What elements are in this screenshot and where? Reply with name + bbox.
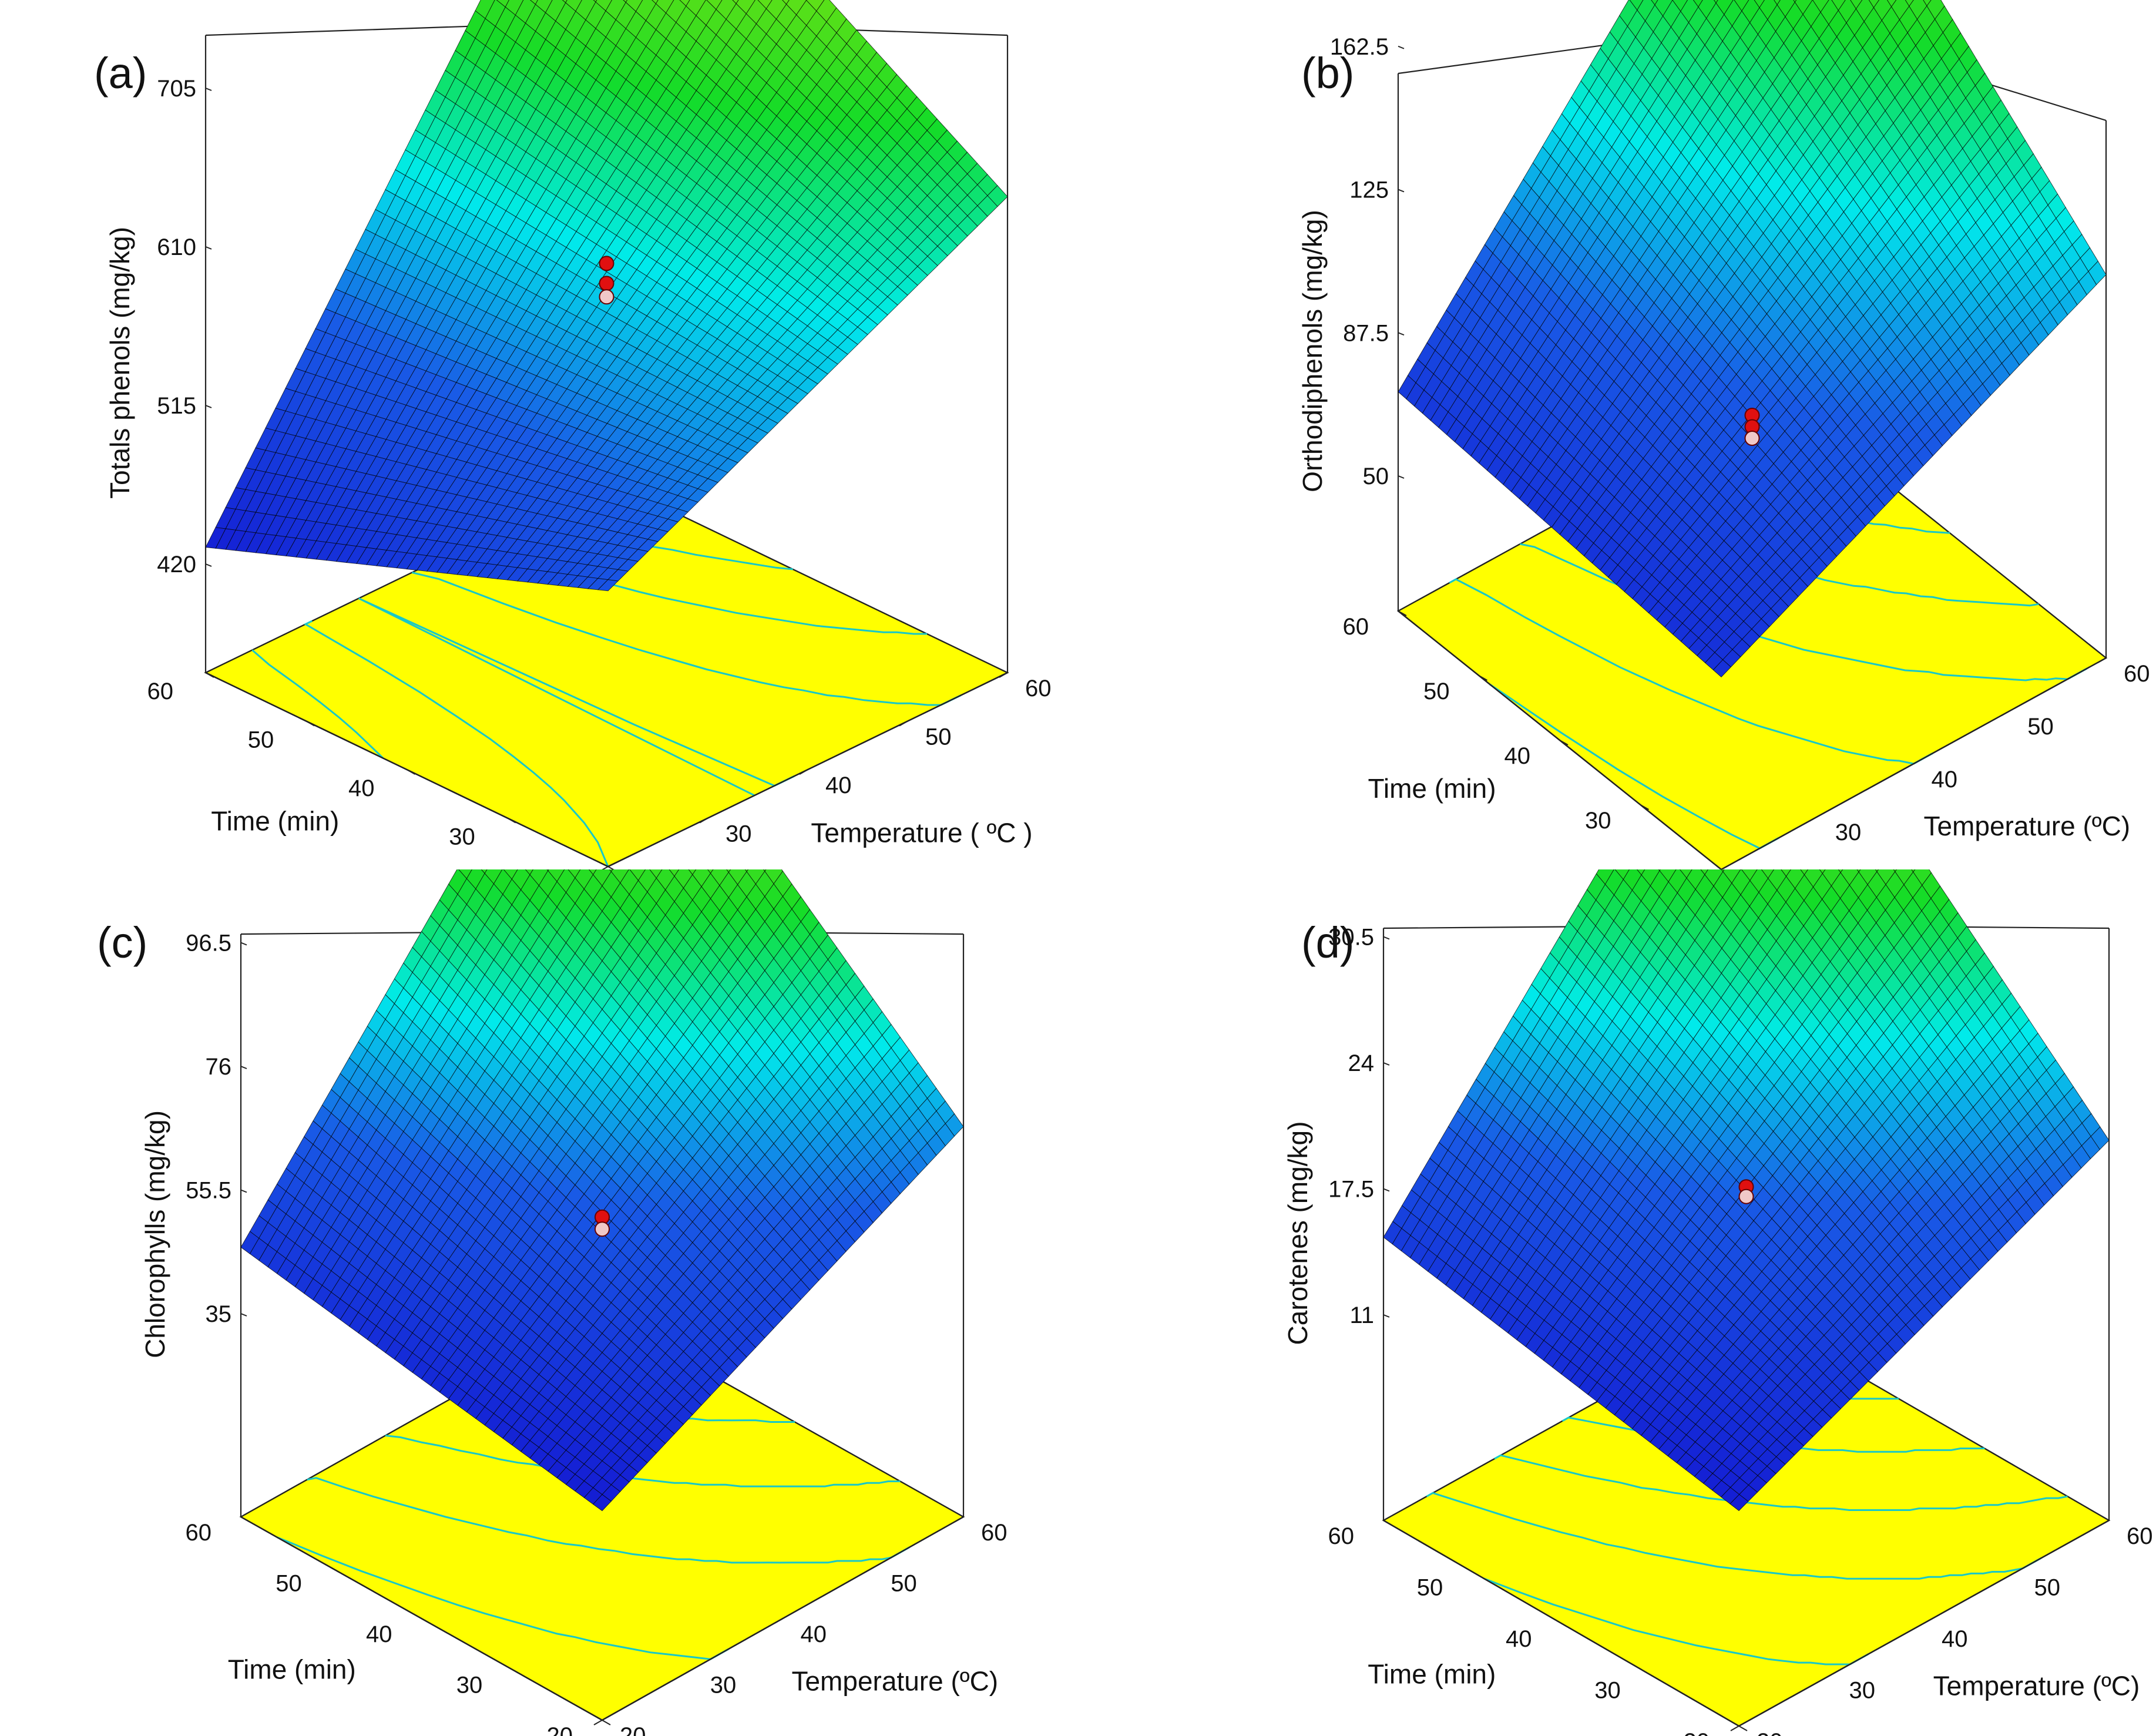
z-axis-title: Carotenes (mg/kg) xyxy=(1282,1121,1313,1345)
contour-line xyxy=(1426,1492,2042,1580)
contour-line xyxy=(307,1477,910,1564)
panel-b: 203040506020304050605087.5125162.5200Ort… xyxy=(1078,0,2156,869)
z-tick-label: 705 xyxy=(157,76,196,102)
z-tick-label: 55.5 xyxy=(186,1178,231,1204)
y-axis-title: Time (min) xyxy=(211,806,339,837)
response-surface xyxy=(240,869,964,1512)
z-axis-title: Chlorophylls (mg/kg) xyxy=(140,1110,170,1358)
y-tick-label: 30 xyxy=(456,1673,483,1698)
y-tick-label: 40 xyxy=(1506,1626,1532,1652)
z-tick-label: 162.5 xyxy=(1330,34,1389,60)
y-tick-label: 60 xyxy=(1343,614,1369,640)
x-tick-label: 40 xyxy=(825,773,852,798)
z-tick-label: 87.5 xyxy=(1343,320,1389,346)
panel-label: (d) xyxy=(1301,918,1354,967)
x-tick-label: 60 xyxy=(2124,661,2150,687)
contour-line xyxy=(276,1536,730,1660)
z-tick-label: 17.5 xyxy=(1328,1177,1374,1203)
y-tick-label: 30 xyxy=(1585,808,1611,834)
panel-label: (b) xyxy=(1301,49,1354,98)
chart-svg: 203040506020304050603555.57696.5117Chlor… xyxy=(97,869,1008,1736)
center-design-point xyxy=(599,256,614,271)
z-tick-label: 610 xyxy=(157,234,196,260)
contour-line xyxy=(1449,578,1934,765)
z-tick-label: 30.5 xyxy=(1328,925,1374,951)
y-tick-label: 50 xyxy=(1417,1575,1443,1601)
z-tick-label: 35 xyxy=(206,1301,232,1327)
center-design-point xyxy=(599,276,614,291)
contour-line xyxy=(1483,1577,1869,1666)
x-tick-label: 60 xyxy=(981,1520,1008,1546)
center-design-point xyxy=(1738,1188,1754,1204)
x-tick-label: 40 xyxy=(1942,1626,1968,1652)
z-axis-title: Orthodiphenols (mg/kg) xyxy=(1297,210,1328,492)
y-tick-label: 40 xyxy=(348,775,375,801)
response-surface xyxy=(1398,0,2107,678)
x-tick-label: 50 xyxy=(925,724,952,750)
contour-line xyxy=(1494,1454,2068,1511)
y-tick-label: 50 xyxy=(1423,679,1450,704)
y-tick-label: 30 xyxy=(449,824,475,850)
x-axis-title: Temperature (ºC) xyxy=(1923,811,2130,841)
panel-c: 203040506020304050603555.57696.5117Chlor… xyxy=(0,869,1078,1736)
z-tick-label: 420 xyxy=(157,552,196,577)
chart-svg: 203040506020304050605087.5125162.5200Ort… xyxy=(1297,0,2150,869)
center-design-point xyxy=(1744,431,1760,446)
center-design-point xyxy=(595,1221,610,1237)
x-tick-label: 20 xyxy=(620,1723,646,1736)
x-tick-label: 20 xyxy=(1757,1729,1783,1736)
panel-d: 203040506020304050601117.52430.537Carote… xyxy=(1078,869,2156,1736)
z-tick-label: 50 xyxy=(1363,464,1389,489)
x-axis-title: Temperature ( ºC ) xyxy=(811,818,1032,848)
y-axis-title: Time (min) xyxy=(1368,1659,1496,1690)
contour-line xyxy=(251,649,384,759)
panel-label: (a) xyxy=(94,49,147,98)
z-tick-label: 24 xyxy=(1348,1050,1375,1076)
y-tick-label: 60 xyxy=(186,1520,212,1546)
y-tick-label: 20 xyxy=(547,1723,573,1736)
x-tick-label: 30 xyxy=(710,1673,737,1698)
panel-label: (c) xyxy=(97,918,147,967)
y-tick-label: 50 xyxy=(276,1571,302,1597)
z-tick-label: 125 xyxy=(1349,177,1389,203)
contour-line xyxy=(303,620,609,867)
x-axis-title: Temperature (ºC) xyxy=(1933,1671,2140,1701)
response-surface xyxy=(205,0,1008,592)
z-axis-title: Totals phenols (mg/kg) xyxy=(105,227,135,499)
x-tick-label: 40 xyxy=(1932,767,1958,793)
contour-line xyxy=(385,1435,901,1487)
y-tick-label: 60 xyxy=(1328,1523,1355,1549)
y-tick-label: 30 xyxy=(1594,1678,1621,1704)
contour-line xyxy=(411,572,962,706)
y-tick-label: 60 xyxy=(147,679,174,704)
y-tick-label: 50 xyxy=(248,727,274,753)
y-tick-label: 20 xyxy=(1684,1729,1710,1736)
y-axis-title: Time (min) xyxy=(1368,773,1496,804)
x-tick-label: 30 xyxy=(1849,1678,1876,1704)
y-tick-label: 40 xyxy=(366,1621,392,1647)
panel-a: 20304050602030405060420515610705800Total… xyxy=(0,0,1078,869)
x-tick-label: 30 xyxy=(1835,820,1862,845)
z-tick-label: 11 xyxy=(1349,1302,1374,1328)
response-surface xyxy=(1383,869,2110,1512)
z-tick-label: 96.5 xyxy=(186,931,231,956)
x-tick-label: 40 xyxy=(801,1621,827,1647)
z-tick-label: 515 xyxy=(157,393,196,419)
z-tick-label: 76 xyxy=(206,1054,232,1080)
center-design-point xyxy=(599,289,614,305)
y-axis-title: Time (min) xyxy=(228,1654,356,1685)
x-tick-label: 50 xyxy=(2027,714,2054,740)
chart-svg: 20304050602030405060420515610705800Total… xyxy=(94,0,1052,869)
x-tick-label: 50 xyxy=(891,1571,917,1597)
chart-svg: 203040506020304050601117.52430.537Carote… xyxy=(1282,869,2153,1736)
x-tick-label: 50 xyxy=(2034,1575,2061,1601)
x-axis-title: Temperature (ºC) xyxy=(791,1666,998,1697)
y-tick-label: 40 xyxy=(1505,743,1531,769)
x-tick-label: 60 xyxy=(1025,676,1052,701)
x-tick-label: 60 xyxy=(2127,1523,2153,1549)
x-tick-label: 30 xyxy=(726,821,752,847)
